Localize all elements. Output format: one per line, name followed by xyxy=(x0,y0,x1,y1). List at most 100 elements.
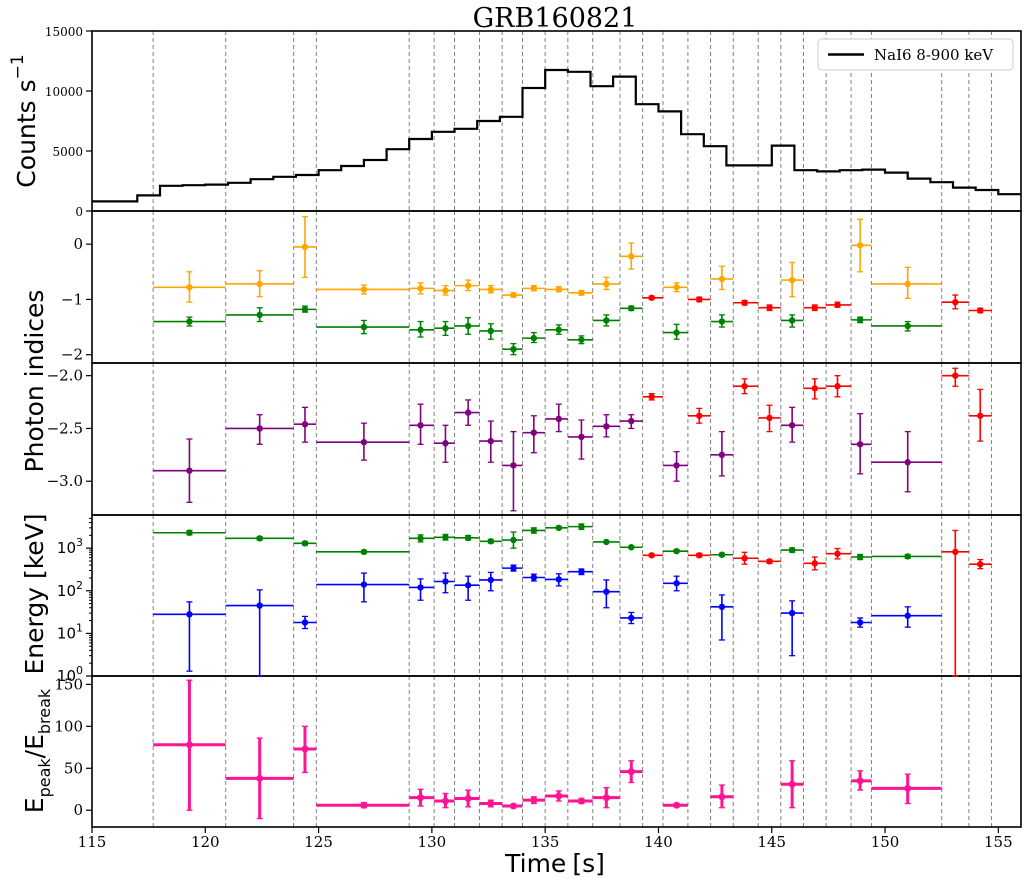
data-point xyxy=(968,558,992,570)
data-marker xyxy=(442,440,449,447)
y-tick-label: −1 xyxy=(61,290,83,308)
x-tick-label: 145 xyxy=(757,833,786,851)
data-marker xyxy=(856,316,864,324)
data-marker xyxy=(186,467,193,474)
data-marker xyxy=(811,560,819,567)
panel-frame xyxy=(91,362,1022,516)
data-point xyxy=(941,294,969,310)
y-tick-label: 100 xyxy=(54,717,83,735)
data-marker xyxy=(578,433,585,441)
data-marker xyxy=(360,548,368,556)
data-point xyxy=(454,534,480,542)
y-tick-label: 102 xyxy=(57,579,83,600)
legend-label: NaI6 8-900 keV xyxy=(874,46,994,64)
data-point xyxy=(758,558,781,565)
data-point xyxy=(434,533,455,541)
data-point xyxy=(662,575,688,592)
data-marker xyxy=(904,612,911,619)
data-marker xyxy=(628,417,635,425)
data-marker xyxy=(256,425,263,432)
data-marker xyxy=(487,538,494,545)
data-marker xyxy=(185,741,193,749)
data-point xyxy=(662,801,688,809)
data-marker xyxy=(301,421,309,428)
x-tick-label: 125 xyxy=(304,833,333,851)
y-tick-label: 0 xyxy=(73,235,83,253)
data-marker xyxy=(487,576,494,584)
data-marker xyxy=(856,242,864,249)
x-tick-label: 120 xyxy=(191,833,220,851)
data-marker xyxy=(718,551,726,558)
data-marker xyxy=(487,327,494,335)
data-marker xyxy=(510,345,517,353)
data-point xyxy=(479,538,503,545)
data-marker xyxy=(603,423,610,430)
data-marker xyxy=(856,619,864,626)
data-point xyxy=(567,568,593,576)
x-tick-label: 140 xyxy=(644,833,673,851)
data-point xyxy=(153,316,226,327)
data-point xyxy=(619,242,643,270)
y-tick-label: 0 xyxy=(73,801,83,819)
data-point xyxy=(454,399,480,426)
y-label-ratio: Epeak/Ebreak xyxy=(20,688,54,813)
data-marker xyxy=(417,535,424,542)
y-label-energy: Energy[keV] xyxy=(20,513,49,674)
data-marker xyxy=(952,299,959,306)
data-point xyxy=(567,335,593,345)
data-point xyxy=(968,388,992,442)
data-marker xyxy=(904,784,912,792)
data-point xyxy=(803,556,827,571)
data-marker xyxy=(256,535,263,542)
data-marker xyxy=(696,412,703,419)
x-tick-label: 155 xyxy=(984,833,1013,851)
data-marker xyxy=(788,317,796,324)
data-point xyxy=(642,294,663,301)
data-marker xyxy=(904,322,911,330)
lightcurve-line xyxy=(92,68,1021,203)
data-point xyxy=(316,548,410,556)
data-marker xyxy=(788,780,796,788)
data-point xyxy=(871,320,942,332)
data-point xyxy=(733,551,759,565)
data-point xyxy=(454,789,480,808)
data-point xyxy=(687,296,711,303)
x-tick-label: 130 xyxy=(418,833,447,851)
data-marker xyxy=(530,429,538,436)
data-marker xyxy=(718,318,726,325)
chart-title: GRB160821 xyxy=(473,3,638,34)
data-marker xyxy=(952,548,959,556)
data-marker xyxy=(301,540,309,547)
data-point xyxy=(758,404,781,433)
data-point xyxy=(592,414,620,438)
data-marker xyxy=(741,299,748,306)
data-point xyxy=(662,323,688,340)
data-point xyxy=(642,392,663,401)
data-point xyxy=(153,601,226,672)
data-marker xyxy=(578,289,585,297)
data-marker xyxy=(510,536,517,544)
data-marker xyxy=(464,582,472,589)
data-point xyxy=(662,547,688,555)
data-marker xyxy=(530,574,538,581)
data-point xyxy=(826,375,852,398)
data-point xyxy=(225,414,294,445)
data-marker xyxy=(417,422,424,429)
data-point xyxy=(567,289,593,297)
y-tick-label: 100 xyxy=(57,664,83,685)
data-point xyxy=(434,424,455,463)
data-marker xyxy=(856,553,864,561)
data-marker xyxy=(256,602,263,609)
data-marker xyxy=(673,329,680,336)
data-point xyxy=(780,600,804,657)
x-axis-label: Time [s] xyxy=(504,849,605,878)
data-marker xyxy=(417,794,425,802)
data-point xyxy=(642,552,663,559)
data-point xyxy=(502,291,523,299)
data-marker xyxy=(555,326,562,334)
data-marker xyxy=(301,243,309,251)
data-marker xyxy=(696,552,703,559)
y-label-photon-indices: Photon indices xyxy=(20,290,49,473)
data-point xyxy=(803,378,827,400)
data-point xyxy=(687,407,711,424)
